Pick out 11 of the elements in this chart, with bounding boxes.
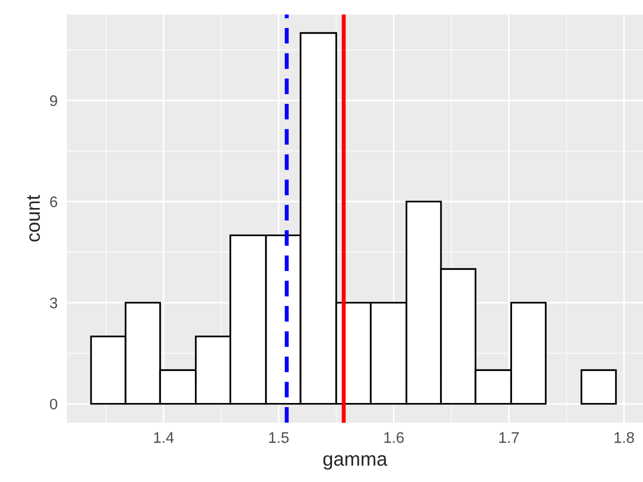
x-axis-title: gamma (323, 455, 388, 470)
x-tick-label: 1.5 (269, 432, 289, 443)
x-tick-label: 1.7 (499, 432, 519, 443)
y-tick-label: 6 (50, 196, 58, 208)
x-tick-label: 1.8 (614, 432, 634, 443)
y-tick-label: 0 (50, 398, 58, 410)
x-tick-label: 1.6 (384, 432, 404, 443)
y-axis-title: count (27, 194, 40, 242)
x-tick-label: 1.4 (154, 432, 174, 443)
y-tick-label: 9 (50, 95, 58, 106)
y-tick-label: 3 (50, 298, 58, 308)
